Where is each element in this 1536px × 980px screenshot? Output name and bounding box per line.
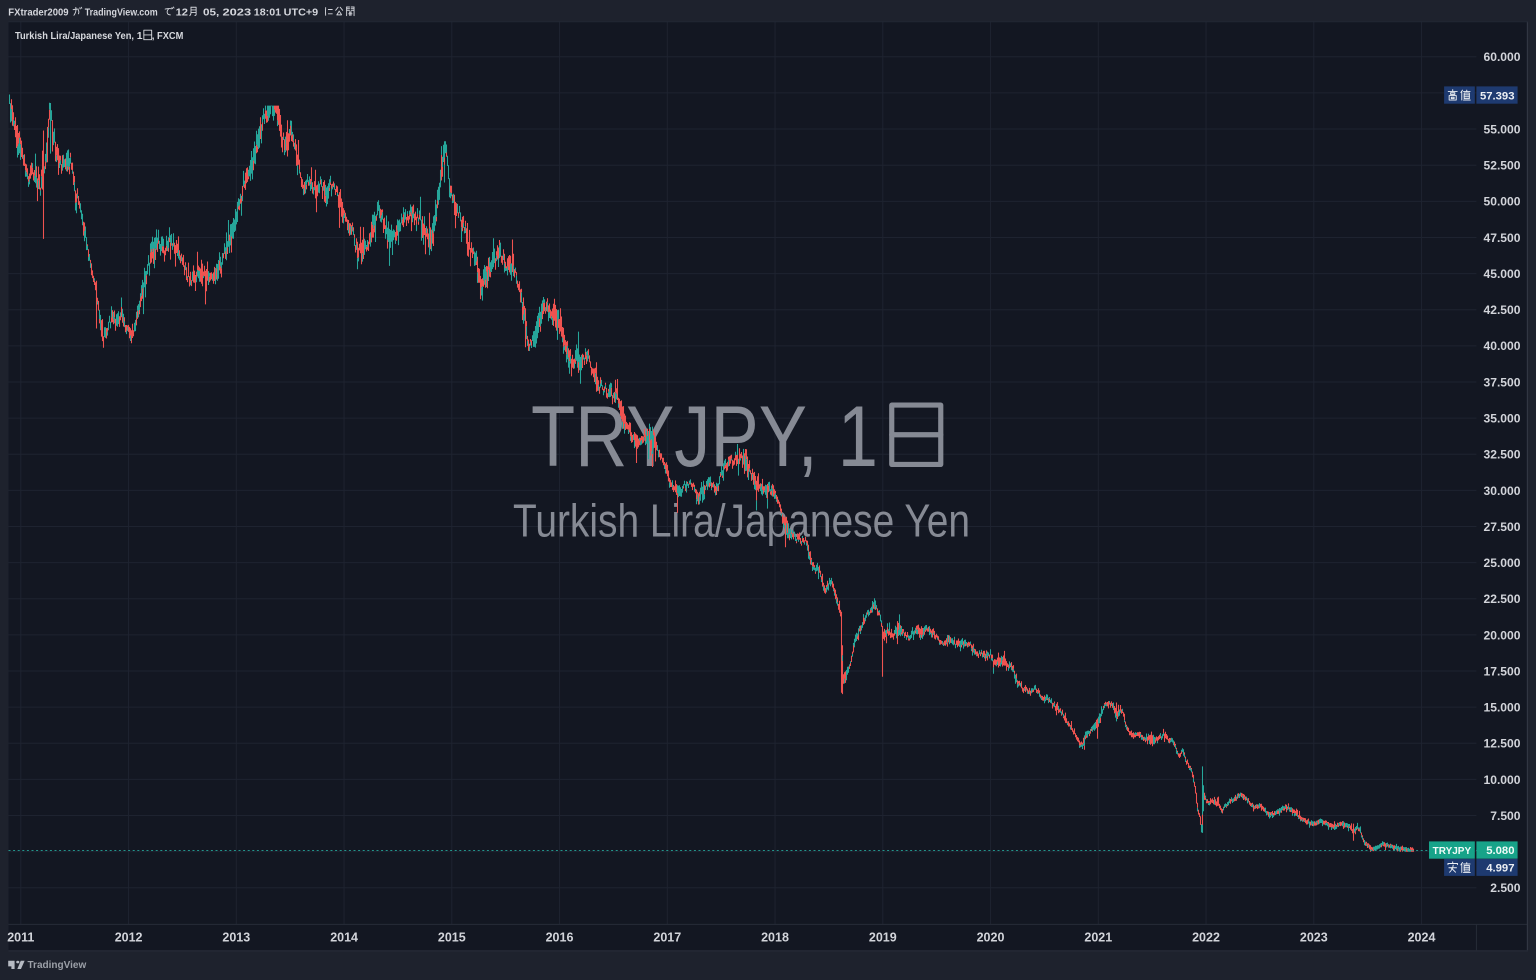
svg-text:55.000: 55.000 [1484, 123, 1521, 137]
svg-text:20.000: 20.000 [1484, 628, 1521, 642]
svg-text:TradingView.com: TradingView.com [85, 7, 158, 19]
svg-text:35.000: 35.000 [1484, 412, 1521, 426]
svg-text:7.500: 7.500 [1490, 809, 1521, 823]
svg-text:5.080: 5.080 [1486, 845, 1514, 857]
svg-text:22.500: 22.500 [1484, 592, 1521, 606]
svg-text:2019: 2019 [869, 931, 897, 945]
svg-text:17.500: 17.500 [1484, 664, 1521, 678]
svg-text:60.000: 60.000 [1484, 50, 1521, 64]
svg-text:40.000: 40.000 [1484, 339, 1521, 353]
svg-text:52.500: 52.500 [1484, 159, 1521, 173]
svg-text:15.000: 15.000 [1484, 701, 1521, 715]
svg-text:2015: 2015 [438, 931, 466, 945]
svg-text:2012: 2012 [115, 931, 143, 945]
svg-text:TRYJPY, 1: TRYJPY, 1 [531, 389, 878, 485]
svg-text:4.997: 4.997 [1486, 863, 1514, 875]
svg-text:2.500: 2.500 [1490, 881, 1521, 895]
svg-text:2023: 2023 [1300, 931, 1328, 945]
svg-text:Turkish Lira/Japanese Yen,: Turkish Lira/Japanese Yen, [15, 30, 134, 42]
svg-text:32.500: 32.500 [1484, 448, 1521, 462]
svg-text:2021: 2021 [1084, 931, 1112, 945]
svg-text:Turkish Lira/Japanese Yen: Turkish Lira/Japanese Yen [513, 495, 970, 547]
svg-text:2013: 2013 [222, 931, 250, 945]
svg-text:2014: 2014 [330, 931, 358, 945]
svg-text:12.500: 12.500 [1484, 737, 1521, 751]
svg-text:30.000: 30.000 [1484, 484, 1521, 498]
svg-text:, FXCM: , FXCM [152, 30, 184, 42]
svg-text:25.000: 25.000 [1484, 556, 1521, 570]
svg-text:50.000: 50.000 [1484, 195, 1521, 209]
svg-text:TRYJPY: TRYJPY [1433, 845, 1472, 857]
svg-text:10.000: 10.000 [1484, 773, 1521, 787]
svg-text:2023: 2023 [223, 7, 252, 19]
svg-text:12: 12 [176, 7, 189, 19]
svg-text:2020: 2020 [977, 931, 1005, 945]
svg-text:2017: 2017 [653, 931, 681, 945]
svg-text:45.000: 45.000 [1484, 267, 1521, 281]
svg-text:2018: 2018 [761, 931, 789, 945]
svg-text:2016: 2016 [546, 931, 574, 945]
svg-text:57.393: 57.393 [1480, 90, 1515, 102]
svg-text:47.500: 47.500 [1484, 231, 1521, 245]
svg-text:18:01: 18:01 [254, 7, 281, 19]
svg-text:27.500: 27.500 [1484, 520, 1521, 534]
svg-text:37.500: 37.500 [1484, 375, 1521, 389]
svg-text:2024: 2024 [1408, 931, 1436, 945]
svg-text:1: 1 [137, 30, 143, 42]
svg-text:UTC+9: UTC+9 [284, 7, 319, 19]
svg-text:05,: 05, [203, 7, 219, 19]
svg-text:42.500: 42.500 [1484, 303, 1521, 317]
svg-text:2011: 2011 [7, 931, 34, 945]
svg-text:2022: 2022 [1192, 931, 1220, 945]
svg-text:FXtrader2009: FXtrader2009 [8, 7, 68, 19]
svg-text:TradingView: TradingView [28, 960, 87, 971]
